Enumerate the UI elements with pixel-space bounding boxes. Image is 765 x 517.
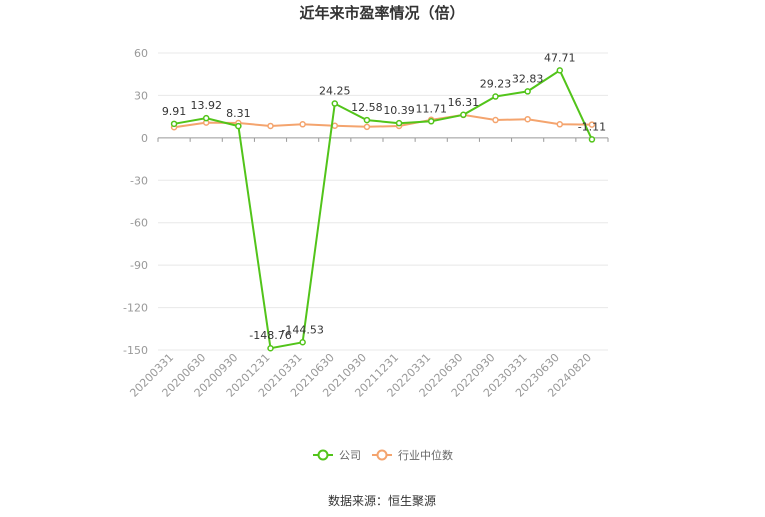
y-tick-label: 60 [134,47,148,60]
data-point-industry[interactable] [363,123,371,131]
data-label: 47.71 [544,51,576,64]
chart-title: 近年来市盈率情况（倍） [299,4,464,22]
data-label: 11.71 [415,102,447,115]
data-label: 12.58 [351,101,383,114]
data-point-industry[interactable] [588,121,596,128]
legend-company-marker [317,449,329,461]
series-line-industry [173,113,592,129]
legend-industry-marker [376,449,388,461]
data-point-company[interactable] [170,120,178,128]
grid-lines [158,52,608,351]
legend-item-company[interactable]: 公司 [313,449,361,462]
data-label: 16.31 [448,96,480,109]
data-point-company[interactable] [235,122,242,130]
data-label: 24.25 [319,85,351,98]
y-tick-label: -90 [130,259,148,272]
y-tick-label: -60 [130,217,148,230]
data-point-industry[interactable] [492,116,499,124]
data-label: 9.91 [162,105,187,118]
data-point-industry[interactable] [524,115,531,123]
data-label: -148.76 [249,329,291,342]
y-tick-label: -120 [123,302,148,315]
data-point-company[interactable] [363,116,371,124]
source-text: 数据来源：恒生聚源 [328,493,436,508]
data-point-company[interactable] [331,100,339,107]
y-tick-label: 30 [134,89,148,102]
data-point-company[interactable] [202,114,210,122]
legend-industry-label: 行业中位数 [398,448,453,462]
data-point-company[interactable] [524,88,531,95]
data-point-company[interactable] [267,344,274,352]
data-label: -144.53 [281,323,323,336]
data-point-company[interactable] [299,339,306,346]
y-tick-label: -150 [123,344,148,357]
legend-item-industry[interactable]: 行业中位数 [372,448,453,462]
data-point-company[interactable] [492,93,499,100]
data-point-company[interactable] [395,119,403,127]
y-tick-label: -30 [130,174,148,187]
data-label: 10.39 [383,104,415,117]
series-group [170,67,596,352]
data-label: 8.31 [226,107,251,120]
data-point-company[interactable] [427,118,435,125]
data-label: -1.11 [578,120,606,133]
x-axis [157,137,609,142]
data-point-company[interactable] [460,111,467,119]
data-label: 29.23 [480,78,512,91]
series-line-company [173,68,593,350]
y-axis-ticks: 60 30 0 -30 -60 -90 -120 -150 [123,47,148,357]
data-point-industry[interactable] [556,121,564,128]
data-point-company[interactable] [588,136,596,143]
data-point-company[interactable] [556,67,564,74]
x-axis-ticks: 2020033120200630202009302020123120210331… [127,351,594,400]
data-label: 13.92 [190,99,222,112]
data-label: 32.83 [512,72,544,85]
legend-company-label: 公司 [339,449,361,462]
legend[interactable]: 公司 行业中位数 [313,448,453,462]
data-point-industry[interactable] [299,121,306,128]
y-tick-label: 0 [141,132,148,145]
data-point-industry[interactable] [267,122,274,130]
